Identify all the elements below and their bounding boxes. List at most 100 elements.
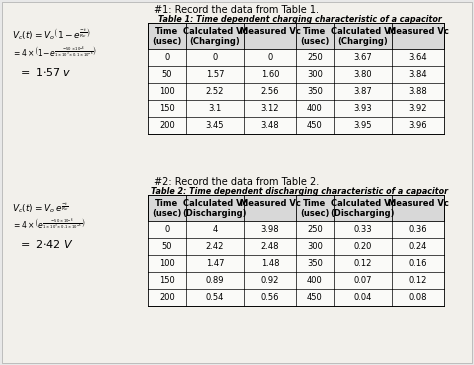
Text: 150: 150 — [159, 276, 175, 285]
Text: 350: 350 — [307, 87, 323, 96]
Text: Calculated Vc: Calculated Vc — [331, 199, 395, 208]
Text: Measured Vc: Measured Vc — [388, 199, 448, 208]
Text: Table 1: Time dependent charging characteristic of a capacitor: Table 1: Time dependent charging charact… — [158, 15, 442, 24]
Text: 3.95: 3.95 — [354, 121, 372, 130]
Text: 100: 100 — [159, 87, 175, 96]
Text: 3.84: 3.84 — [409, 70, 428, 79]
Text: 3.98: 3.98 — [261, 225, 279, 234]
Text: 300: 300 — [307, 242, 323, 251]
Text: 400: 400 — [307, 104, 323, 113]
Text: 3.45: 3.45 — [206, 121, 224, 130]
Text: 3.48: 3.48 — [261, 121, 279, 130]
Text: 0.04: 0.04 — [354, 293, 372, 302]
Text: 2.42: 2.42 — [206, 242, 224, 251]
Text: (Discharging): (Discharging) — [183, 209, 247, 218]
Text: 0.12: 0.12 — [409, 276, 427, 285]
Text: 0.07: 0.07 — [354, 276, 372, 285]
Text: Calculated Vc: Calculated Vc — [182, 199, 247, 208]
Text: 200: 200 — [159, 293, 175, 302]
Text: Calculated Vc: Calculated Vc — [331, 27, 395, 36]
Bar — [148, 49, 444, 66]
Text: 1.57: 1.57 — [206, 70, 224, 79]
Bar — [148, 238, 444, 255]
Text: 3.67: 3.67 — [354, 53, 373, 62]
Text: 0: 0 — [212, 53, 218, 62]
Bar — [148, 255, 444, 272]
Text: 4: 4 — [212, 225, 218, 234]
Text: Measured Vc: Measured Vc — [388, 27, 448, 36]
Text: (Charging): (Charging) — [337, 37, 388, 46]
Text: (Discharging): (Discharging) — [331, 209, 395, 218]
Text: 1.47: 1.47 — [206, 259, 224, 268]
Text: #2: Record the data from Table 2.: #2: Record the data from Table 2. — [155, 177, 319, 187]
Text: 0: 0 — [267, 53, 273, 62]
Text: $V_c(t) = V_o\left(1-e^{\frac{-t}{Rc}}\right)$: $V_c(t) = V_o\left(1-e^{\frac{-t}{Rc}}\r… — [12, 27, 91, 42]
Bar — [148, 66, 444, 83]
Text: 100: 100 — [159, 259, 175, 268]
Text: 0: 0 — [164, 225, 170, 234]
Text: 50: 50 — [162, 242, 172, 251]
Text: #1: Record the data from Table 1.: #1: Record the data from Table 1. — [155, 5, 319, 15]
Bar — [148, 100, 444, 117]
Text: 0.12: 0.12 — [354, 259, 372, 268]
Text: (usec): (usec) — [301, 209, 330, 218]
Bar — [148, 289, 444, 306]
Text: 0.56: 0.56 — [261, 293, 279, 302]
Text: (Charging): (Charging) — [190, 37, 240, 46]
Text: 150: 150 — [159, 104, 175, 113]
Text: Table 2: Time dependent discharging characteristic of a capacitor: Table 2: Time dependent discharging char… — [151, 187, 448, 196]
Text: 2.48: 2.48 — [261, 242, 279, 251]
Text: $V_c(t) = V_o\,e^{\frac{-t}{Rc}}$: $V_c(t) = V_o\,e^{\frac{-t}{Rc}}$ — [12, 200, 69, 215]
Text: 450: 450 — [307, 121, 323, 130]
Text: 3.1: 3.1 — [209, 104, 222, 113]
Text: 400: 400 — [307, 276, 323, 285]
Text: Calculated Vc: Calculated Vc — [182, 27, 247, 36]
Text: 1.48: 1.48 — [261, 259, 279, 268]
Text: 0: 0 — [164, 53, 170, 62]
Text: 3.87: 3.87 — [354, 87, 373, 96]
Bar — [148, 272, 444, 289]
Text: 3.64: 3.64 — [409, 53, 428, 62]
Text: 200: 200 — [159, 121, 175, 130]
Text: 2.56: 2.56 — [261, 87, 279, 96]
Text: (usec): (usec) — [301, 37, 330, 46]
Text: 0.33: 0.33 — [354, 225, 372, 234]
Text: 0.92: 0.92 — [261, 276, 279, 285]
Text: 0.54: 0.54 — [206, 293, 224, 302]
Text: $=\ 2{\cdot}42\ V$: $=\ 2{\cdot}42\ V$ — [18, 238, 74, 250]
Text: Measured Vc: Measured Vc — [239, 199, 301, 208]
Text: $= 4\times\!\left(1\!-\!e^{\frac{-50\times10^{-6}}{1\times10^{3}\times0.1\times1: $= 4\times\!\left(1\!-\!e^{\frac{-50\tim… — [12, 45, 97, 60]
Text: 3.12: 3.12 — [261, 104, 279, 113]
Bar — [148, 83, 444, 100]
Text: 0.89: 0.89 — [206, 276, 224, 285]
Text: 50: 50 — [162, 70, 172, 79]
Text: (usec): (usec) — [152, 209, 182, 218]
Bar — [148, 195, 444, 221]
Bar — [148, 23, 444, 49]
Text: Time: Time — [155, 199, 179, 208]
Text: 3.80: 3.80 — [354, 70, 372, 79]
Bar — [148, 221, 444, 238]
Text: 0.24: 0.24 — [409, 242, 427, 251]
Text: 0.16: 0.16 — [409, 259, 427, 268]
Text: $= 4\times\!\left(e^{\frac{-50\times10^{-6}}{1\times10^{3}\times0.1\times10^{-6}: $= 4\times\!\left(e^{\frac{-50\times10^{… — [12, 217, 85, 232]
Text: $=\ 1{\cdot}57\ v$: $=\ 1{\cdot}57\ v$ — [18, 66, 72, 78]
Text: 250: 250 — [307, 53, 323, 62]
Text: 3.92: 3.92 — [409, 104, 427, 113]
Text: 300: 300 — [307, 70, 323, 79]
Text: 450: 450 — [307, 293, 323, 302]
Text: Time: Time — [303, 27, 327, 36]
Text: (usec): (usec) — [152, 37, 182, 46]
Bar — [148, 117, 444, 134]
Text: 0.20: 0.20 — [354, 242, 372, 251]
Text: 3.96: 3.96 — [409, 121, 428, 130]
Text: 0.36: 0.36 — [409, 225, 428, 234]
Text: Time: Time — [155, 27, 179, 36]
Text: 1.60: 1.60 — [261, 70, 279, 79]
Text: 3.88: 3.88 — [409, 87, 428, 96]
Text: Measured Vc: Measured Vc — [239, 27, 301, 36]
Text: 350: 350 — [307, 259, 323, 268]
Text: 2.52: 2.52 — [206, 87, 224, 96]
Text: 3.93: 3.93 — [354, 104, 372, 113]
Text: 250: 250 — [307, 225, 323, 234]
